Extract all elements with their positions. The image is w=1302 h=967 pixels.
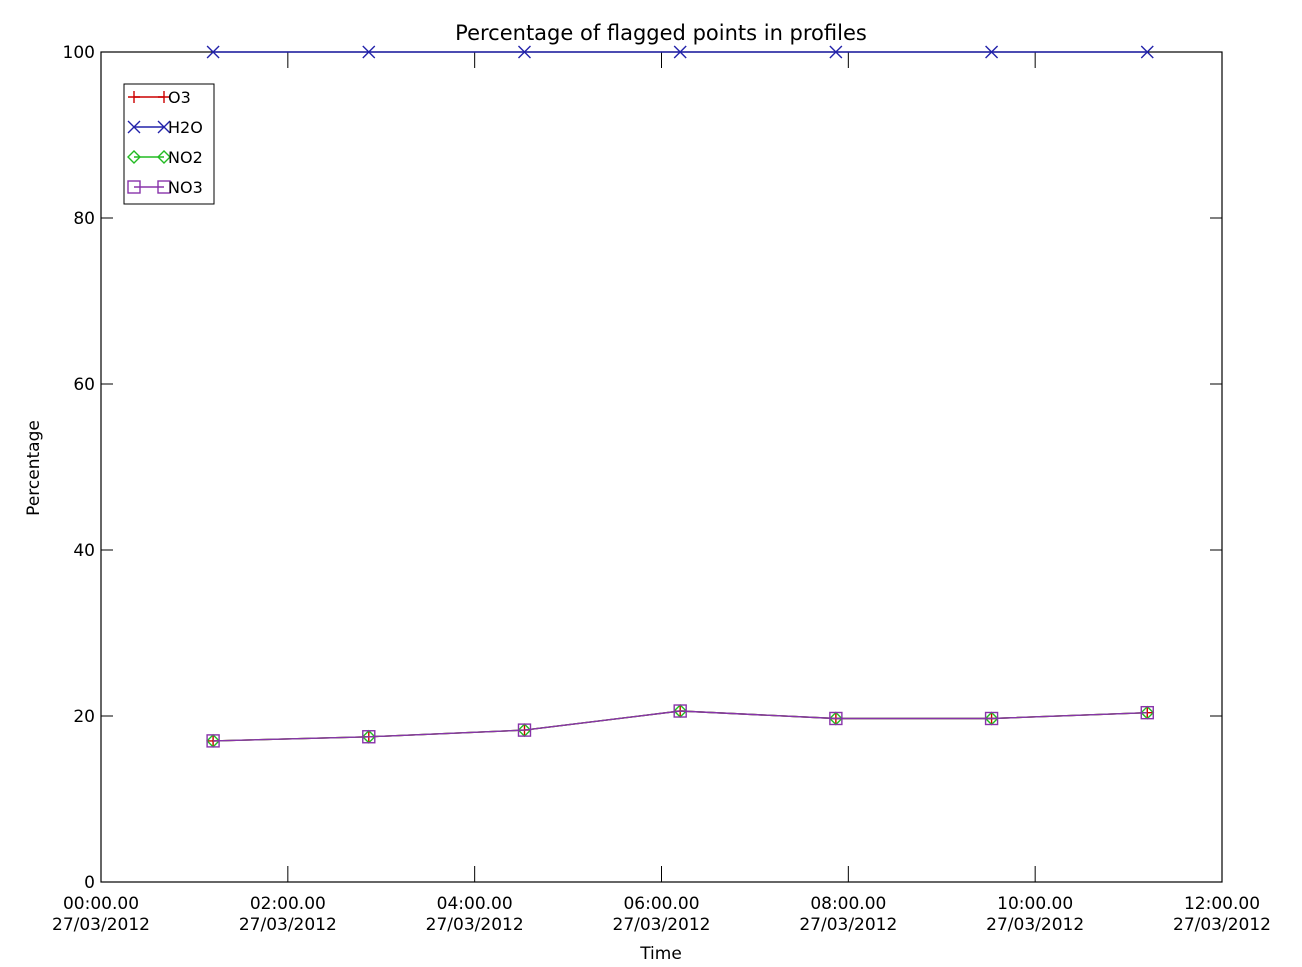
x-tick-label-time: 12:00.00 [1184, 894, 1260, 914]
x-axis-label: Time [639, 944, 682, 964]
legend-marker [127, 180, 141, 194]
legend-box [123, 83, 215, 205]
x-tick-label-date: 27/03/2012 [799, 915, 897, 935]
legend-label: NO3 [168, 178, 203, 197]
legend: O3 H2O NO2 NO3 [123, 83, 215, 205]
legend-marker [128, 91, 140, 103]
series-h2o-point [517, 45, 531, 59]
x-tick-label-date: 27/03/2012 [426, 915, 524, 935]
plot-frame [100, 51, 1223, 883]
series-h2o-point [673, 45, 687, 59]
x-tick-label-time: 08:00.00 [810, 894, 886, 914]
legend-item-no3: NO3 [127, 178, 203, 197]
series-no3-point [984, 711, 999, 726]
series-h2o-point [829, 45, 843, 59]
series-no3-line [213, 710, 1148, 742]
legend-marker [127, 120, 141, 134]
legend-item-no2: NO2 [127, 148, 203, 167]
series-no3-point [206, 734, 220, 748]
x-tick-label-date: 27/03/2012 [52, 915, 150, 935]
series-h2o [206, 45, 1154, 59]
legend-marker [127, 150, 141, 164]
series-h2o-point [206, 45, 220, 59]
series-no3 [206, 704, 1154, 748]
series-h2o-point [1140, 45, 1154, 59]
legend-marker [157, 150, 171, 164]
y-tick-label: 40 [73, 541, 95, 561]
legend-label: H2O [168, 118, 203, 137]
series-no3-point [829, 711, 843, 726]
series-layer [206, 45, 1155, 748]
x-tick-label-date: 27/03/2012 [239, 915, 337, 935]
series-no3-point [1140, 705, 1154, 720]
y-tick-label: 100 [63, 43, 95, 63]
legend-marker [157, 120, 171, 134]
legend-marker [157, 180, 171, 194]
series-h2o-point [362, 45, 376, 59]
legend-label: O3 [168, 88, 191, 107]
y-tick-label: 60 [73, 375, 95, 395]
series-h2o-point [985, 45, 999, 59]
legend-label: NO2 [168, 148, 203, 167]
series-no3-point [517, 723, 532, 737]
x-tick-label-time: 10:00.00 [997, 894, 1073, 914]
x-tick-label-date: 27/03/2012 [986, 915, 1084, 935]
x-tick-label-date: 27/03/2012 [613, 915, 711, 935]
x-tick-label-time: 06:00.00 [623, 894, 699, 914]
legend-item-h2o: H2O [127, 118, 203, 137]
y-tick-label: 80 [73, 209, 95, 229]
x-tick-label-time: 00:00.00 [63, 894, 139, 914]
x-tick-label-time: 04:00.00 [437, 894, 513, 914]
axis-ticks: 02040608010000:00.0027/03/201202:00.0027… [52, 43, 1271, 935]
series-no3-point [362, 730, 376, 744]
y-tick-label: 20 [73, 707, 95, 727]
legend-marker [158, 91, 170, 103]
x-tick-label-time: 02:00.00 [250, 894, 326, 914]
y-tick-label: 0 [84, 873, 95, 893]
x-tick-label-date: 27/03/2012 [1173, 915, 1271, 935]
chart-title: Percentage of flagged points in profiles [455, 21, 867, 45]
y-axis-label: Percentage [24, 420, 44, 516]
series-no3-point [673, 704, 687, 718]
legend-item-o3: O3 [128, 88, 191, 107]
